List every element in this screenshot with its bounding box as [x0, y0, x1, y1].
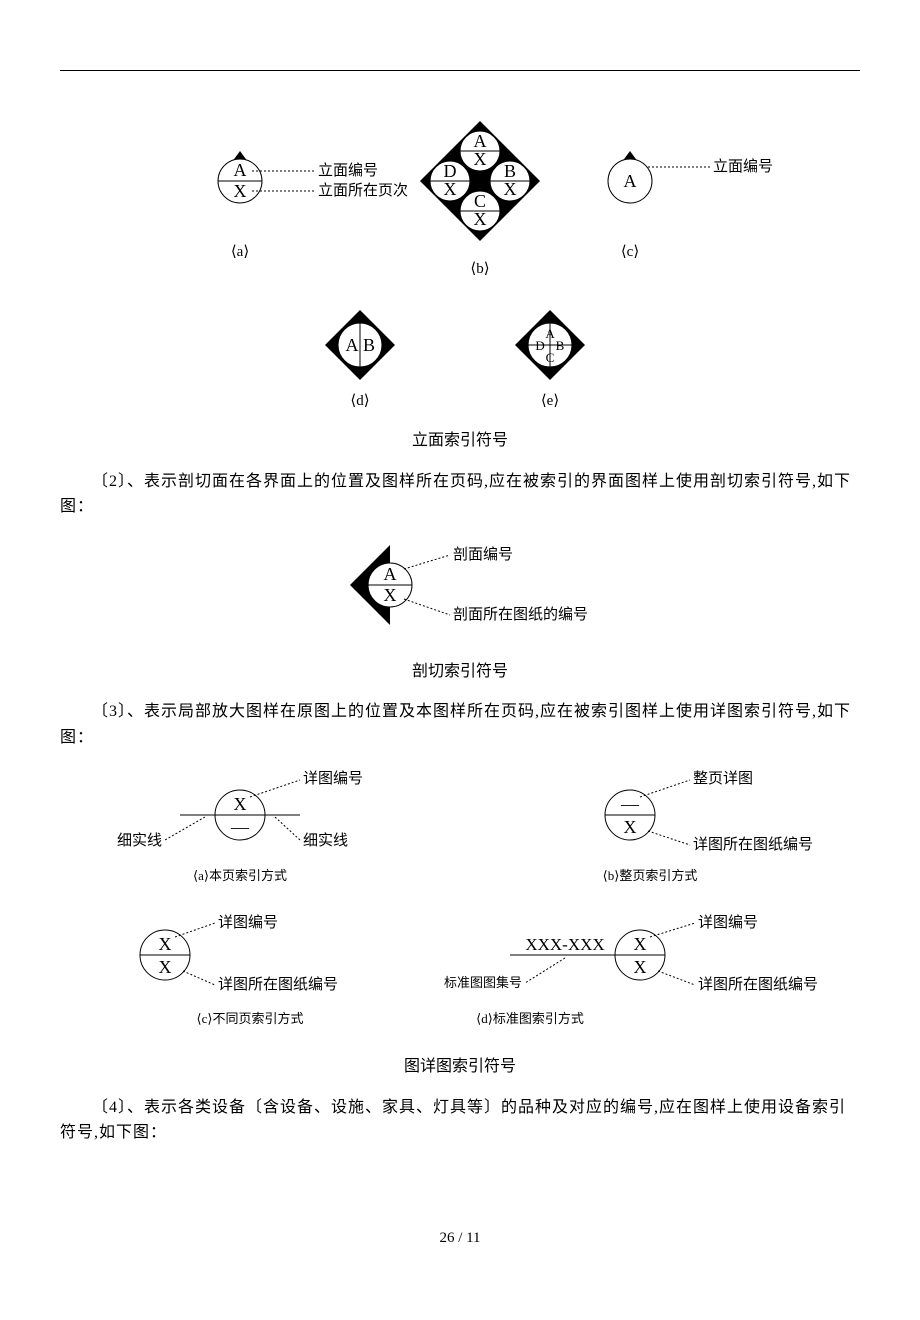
svg-text:X: X: [474, 209, 487, 229]
figure3-row2: X X 详图编号 详图所在图纸编号 ⟨c⟩不同页索引方式 X X XXX-XXX…: [60, 905, 860, 1044]
svg-text:立面编号: 立面编号: [318, 162, 378, 179]
svg-text:A: A: [384, 564, 397, 584]
svg-text:A: A: [545, 326, 555, 341]
svg-text:C: C: [474, 191, 486, 211]
svg-text:X: X: [234, 181, 247, 201]
svg-text:剖面所在图纸的编号: 剖面所在图纸的编号: [453, 606, 588, 623]
svg-text:细实线: 细实线: [303, 832, 348, 849]
figure2-caption: 剖切索引符号: [60, 659, 860, 685]
svg-text:A: A: [346, 335, 359, 355]
svg-text:A: A: [234, 160, 247, 180]
svg-text:XXX-XXX: XXX-XXX: [525, 935, 604, 954]
svg-text:细实线: 细实线: [117, 832, 162, 849]
svg-text:详图所在图纸编号: 详图所在图纸编号: [693, 836, 813, 853]
svg-text:X: X: [234, 794, 247, 814]
svg-text:⟨a⟩: ⟨a⟩: [231, 244, 249, 260]
svg-text:剖面编号: 剖面编号: [453, 546, 513, 563]
paragraph-2: 〔2〕、表示剖切面在各界面上的位置及图样所在页码,应在被索引的界面图样上使用剖切…: [60, 469, 860, 520]
figure2: A X 剖面编号 剖面所在图纸的编号: [60, 530, 860, 649]
svg-text:—: —: [230, 817, 250, 837]
svg-text:X: X: [504, 179, 517, 199]
svg-text:立面所在页次: 立面所在页次: [318, 182, 408, 199]
svg-text:X: X: [474, 149, 487, 169]
svg-text:X: X: [159, 934, 172, 954]
svg-text:B: B: [363, 335, 375, 355]
page-number: 26 / 11: [60, 1226, 860, 1250]
svg-text:D: D: [444, 161, 457, 181]
svg-text:详图编号: 详图编号: [218, 914, 278, 931]
svg-text:⟨a⟩本页索引方式: ⟨a⟩本页索引方式: [193, 868, 287, 883]
top-rule: [60, 70, 860, 71]
paragraph-3: 〔3〕、表示局部放大图样在原图上的位置及本图样所在页码,应在被索引图样上使用详图…: [60, 699, 860, 750]
svg-text:A: A: [624, 171, 637, 191]
svg-text:C: C: [546, 350, 555, 365]
figure3-caption: 图详图索引符号: [60, 1054, 860, 1080]
figure1-row1: A X 立面编号 立面所在页次 ⟨a⟩ A X B X C X: [60, 111, 860, 290]
svg-text:详图编号: 详图编号: [698, 914, 758, 931]
svg-text:—: —: [620, 794, 640, 814]
svg-text:详图所在图纸编号: 详图所在图纸编号: [698, 976, 818, 993]
figure3-row1: X — 详图编号 细实线 细实线 ⟨a⟩本页索引方式 — X 整页详图 详图所在…: [60, 760, 860, 890]
svg-text:B: B: [556, 338, 565, 353]
svg-text:⟨e⟩: ⟨e⟩: [541, 393, 559, 409]
svg-text:X: X: [159, 957, 172, 977]
svg-text:详图编号: 详图编号: [303, 770, 363, 787]
svg-text:X: X: [634, 934, 647, 954]
svg-text:X: X: [384, 585, 397, 605]
svg-text:X: X: [624, 817, 637, 837]
svg-text:整页详图: 整页详图: [693, 770, 753, 787]
paragraph-4: 〔4〕、表示各类设备〔含设备、设施、家具、灯具等〕的品种及对应的编号,应在图样上…: [60, 1095, 860, 1146]
svg-text:标准图图集号: 标准图图集号: [444, 975, 522, 990]
svg-text:A: A: [474, 131, 487, 151]
svg-text:⟨b⟩整页索引方式: ⟨b⟩整页索引方式: [603, 868, 698, 883]
svg-text:⟨c⟩: ⟨c⟩: [621, 244, 639, 260]
svg-text:立面编号: 立面编号: [713, 158, 773, 175]
svg-text:D: D: [535, 338, 544, 353]
svg-text:⟨c⟩不同页索引方式: ⟨c⟩不同页索引方式: [197, 1011, 304, 1026]
svg-text:详图所在图纸编号: 详图所在图纸编号: [218, 976, 338, 993]
figure1-row2: A B ⟨d⟩ A B C D ⟨e⟩: [60, 300, 860, 419]
svg-text:B: B: [504, 161, 516, 181]
figure1-caption: 立面索引符号: [60, 428, 860, 454]
svg-text:⟨d⟩标准图索引方式: ⟨d⟩标准图索引方式: [476, 1011, 584, 1026]
svg-text:X: X: [444, 179, 457, 199]
svg-text:⟨d⟩: ⟨d⟩: [350, 393, 369, 409]
svg-text:⟨b⟩: ⟨b⟩: [470, 261, 489, 277]
svg-text:X: X: [634, 957, 647, 977]
